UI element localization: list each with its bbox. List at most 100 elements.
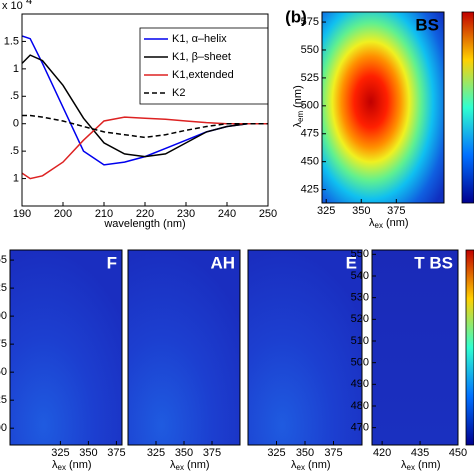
axis-label-unit: (nm) (187, 459, 210, 471)
y-tick-label: 425 (301, 184, 319, 196)
axis-label: λex (nm) (291, 459, 331, 472)
heatmap (248, 250, 362, 445)
legend-label: K1, α–helix (172, 33, 227, 45)
axis-label-sub: ex (407, 463, 415, 472)
y-tick-label: 1 (13, 63, 19, 75)
x-tick-label: 375 (387, 205, 405, 217)
y-tick-label: 550 (301, 44, 319, 56)
plot-frame (371, 249, 459, 446)
axis-label-sub: ex (58, 463, 66, 472)
y-tick-label: 55 (0, 254, 7, 266)
y-tick-label: 450 (301, 156, 319, 168)
x-tick-label: 375 (107, 447, 125, 459)
x-tick-label: 350 (175, 447, 193, 459)
x-tick-label: 350 (352, 205, 370, 217)
x-tick-label: 240 (218, 208, 236, 220)
heatmap (372, 250, 458, 445)
x-tick-label: 230 (177, 208, 195, 220)
axis-label-symbol: λ (401, 459, 407, 471)
axis-label-symbol: λ (170, 459, 176, 471)
y-multiplier-exp: 4 (26, 0, 32, 7)
y-tick-label: 500 (351, 357, 369, 369)
axis-label: wavelength (nm) (103, 218, 185, 230)
y-tick-label: 75 (0, 338, 7, 350)
axis-label-symbol: λ (292, 122, 304, 128)
x-tick-label: 325 (147, 447, 165, 459)
colorbar (465, 249, 474, 446)
panel-label: (b) (285, 7, 307, 26)
axis-label: λex (nm) (369, 217, 409, 230)
y-tick-label: 490 (351, 378, 369, 390)
legend-label: K2 (172, 87, 185, 99)
axis-label: λex (nm) (401, 459, 441, 472)
x-tick-label: 210 (95, 208, 113, 220)
axis-label-symbol: λ (369, 217, 375, 229)
x-tick-label: 420 (373, 447, 391, 459)
y-tick-label: 525 (301, 72, 319, 84)
heatmap (10, 250, 122, 445)
axis-label: λem (nm) (292, 85, 305, 127)
axis-label-unit: (nm) (292, 85, 304, 108)
legend-box (139, 27, 269, 105)
series-line (22, 116, 268, 180)
x-tick-label: 200 (54, 208, 72, 220)
axis-label-symbol: λ (52, 459, 58, 471)
x-tick-label: 450 (449, 447, 467, 459)
y-multiplier: x 10 (2, 0, 23, 12)
y-tick-label: 00 (0, 422, 7, 434)
axis-label-symbol: λ (291, 459, 297, 471)
x-tick-label: 375 (324, 447, 342, 459)
axis-label-unit: (nm) (308, 459, 331, 471)
y-tick-label: 0 (13, 118, 19, 130)
x-tick-label: 325 (267, 447, 285, 459)
legend-label: K1,extended (172, 69, 234, 81)
y-tick-label: 475 (301, 128, 319, 140)
panel-title: BS (415, 15, 439, 34)
y-tick-label: .5 (10, 145, 19, 157)
y-tick-label: 530 (351, 292, 369, 304)
panel-title: T BS (414, 253, 453, 272)
y-tick-label: .5 (10, 90, 19, 102)
y-tick-label: 500 (301, 100, 319, 112)
y-tick-label: 50 (0, 366, 7, 378)
axis-label-unit: (nm) (418, 459, 441, 471)
x-tick-label: 350 (296, 447, 314, 459)
x-tick-label: 350 (79, 447, 97, 459)
series-line (22, 54, 268, 158)
axis-label-sub: ex (297, 463, 305, 472)
series-line (22, 114, 268, 139)
legend-label: K1, β–sheet (172, 51, 231, 63)
axis-label: λex (nm) (52, 459, 92, 472)
axis-label-sub: ex (176, 463, 184, 472)
axis-label-sub: ex (375, 221, 383, 230)
x-tick-label: 190 (13, 208, 31, 220)
y-tick-label: 1 (13, 172, 19, 184)
colorbar (461, 11, 474, 204)
panel-title: F (107, 253, 117, 272)
plot-frame (9, 249, 123, 446)
x-tick-label: 325 (317, 205, 335, 217)
y-tick-label: 520 (351, 313, 369, 325)
y-tick-label: 540 (351, 270, 369, 282)
heatmap (322, 12, 444, 203)
axis-label-unit: (nm) (386, 217, 409, 229)
y-tick-label: 550 (351, 248, 369, 260)
panel-title: E (346, 253, 357, 272)
axis-label: λex (nm) (170, 459, 210, 472)
y-tick-label: 575 (301, 16, 319, 28)
y-tick-label: 1.5 (4, 35, 19, 47)
x-tick-label: 325 (51, 447, 69, 459)
axis-label-sub: em (296, 111, 305, 122)
x-tick-label: 220 (136, 208, 154, 220)
y-tick-label: 480 (351, 400, 369, 412)
y-tick-label: 25 (0, 394, 7, 406)
y-tick-label: 00 (0, 310, 7, 322)
x-tick-label: 250 (259, 208, 277, 220)
y-tick-label: 25 (0, 282, 7, 294)
x-tick-label: 435 (411, 447, 429, 459)
heatmap (128, 250, 240, 445)
y-tick-label: 510 (351, 335, 369, 347)
plot-frame (321, 11, 445, 204)
axis-label-unit: (nm) (69, 459, 92, 471)
